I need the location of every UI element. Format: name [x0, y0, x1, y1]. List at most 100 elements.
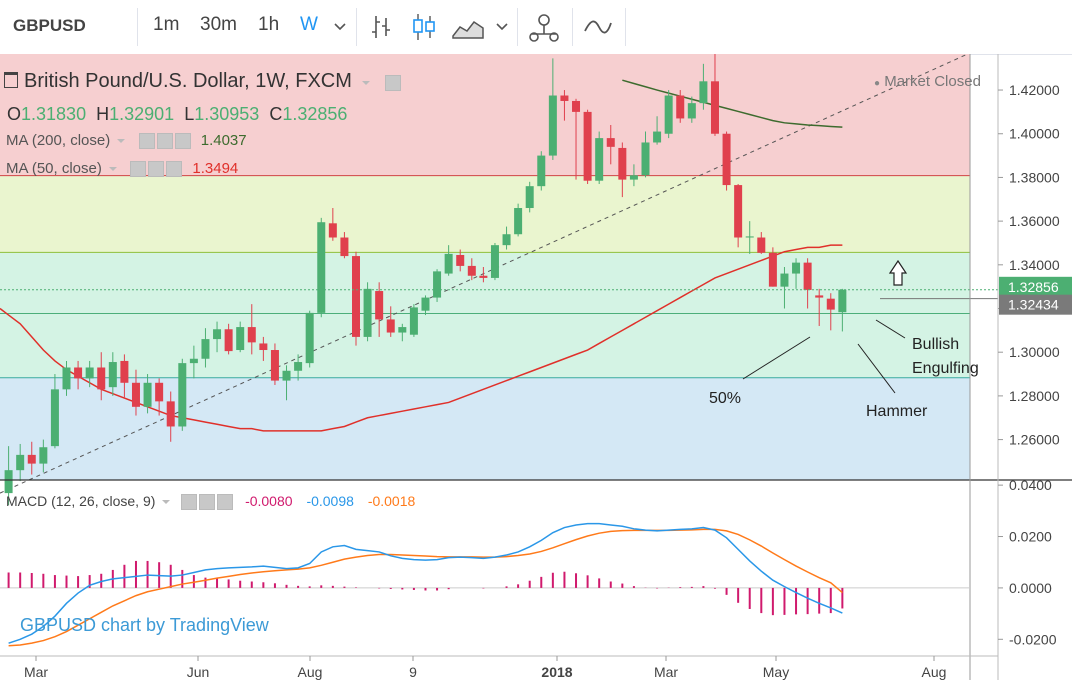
market-status: ● Market Closed: [874, 73, 981, 90]
candle-body: [653, 131, 662, 143]
price-axis[interactable]: 1.260001.280001.300001.320001.340001.360…: [998, 82, 1060, 448]
candle-body: [166, 401, 175, 427]
candle-body: [213, 329, 222, 340]
price-tick-label: 1.42000: [1009, 82, 1060, 98]
candle-body: [39, 447, 48, 464]
signal-line-value: -0.0018: [367, 493, 416, 509]
candle-body: [595, 138, 604, 181]
candle-body: [722, 133, 731, 186]
chevron-down-icon[interactable]: [360, 77, 372, 89]
collapse-icon[interactable]: [4, 72, 18, 88]
candle-body: [548, 95, 557, 156]
candle-body: [479, 275, 488, 278]
candle-body: [398, 327, 407, 333]
candle-body: [340, 237, 349, 257]
macd-axis[interactable]: 0.0400 0.0200 0.0000 -0.0200: [998, 477, 1057, 647]
low-value: 1.30953: [194, 104, 260, 124]
fifty-percent-label: 50%: [709, 390, 741, 407]
candle-body: [490, 245, 499, 278]
chevron-down-icon[interactable]: [108, 164, 118, 174]
candle-body: [838, 289, 847, 313]
candle-body: [710, 81, 719, 134]
interval-w-button[interactable]: W: [300, 14, 318, 35]
interval-1h-button[interactable]: 1h: [258, 14, 280, 35]
candle-body: [687, 103, 696, 119]
candle-body: [363, 288, 372, 337]
eye-icon[interactable]: [384, 74, 401, 91]
chevron-down-icon[interactable]: [161, 497, 171, 507]
candle-body: [4, 470, 13, 494]
macd-legend[interactable]: MACD (12, 26, close, 9) -0.0080 -0.0098 …: [6, 493, 416, 511]
ma200-value: 1.4037: [200, 132, 247, 149]
candle-body: [525, 186, 534, 209]
gear-icon[interactable]: [199, 494, 216, 511]
chevron-down-icon[interactable]: [116, 136, 126, 146]
time-axis[interactable]: Mar Jun Aug 9 2018 Mar May Aug: [24, 656, 947, 680]
candle-body: [352, 256, 360, 337]
macd-tick-label: 0.0400: [1009, 477, 1052, 493]
ma200-label: MA (200, close): [6, 132, 111, 149]
chevron-down-icon[interactable]: [495, 20, 509, 34]
gear-icon[interactable]: [156, 133, 173, 150]
candle-body: [629, 175, 638, 180]
price-tags: 1.32856 1.32434: [999, 276, 1072, 315]
close-icon[interactable]: [217, 494, 234, 511]
ma50-legend[interactable]: MA (50, close) 1.3494: [6, 160, 238, 178]
price-tick-label: 1.30000: [1009, 344, 1060, 360]
close-icon[interactable]: [174, 133, 191, 150]
time-tick-label: Aug: [298, 664, 323, 680]
area-chart-style-icon[interactable]: [451, 14, 485, 40]
symbol-search-button[interactable]: GBPUSD: [13, 16, 86, 35]
eye-icon[interactable]: [181, 494, 198, 511]
time-tick-label: Jun: [187, 664, 210, 680]
candle-body: [456, 254, 465, 266]
candle-body: [826, 298, 835, 310]
interval-1m-button[interactable]: 1m: [153, 14, 180, 35]
candle-body: [745, 236, 754, 238]
fib-zone: [0, 54, 970, 176]
time-tick-label: Aug: [922, 664, 947, 680]
candle-body: [433, 271, 442, 298]
candle-body: [282, 370, 291, 381]
interval-30m-button[interactable]: 30m: [200, 14, 237, 35]
close-icon[interactable]: [166, 161, 183, 178]
eye-icon[interactable]: [130, 161, 147, 178]
compare-icon[interactable]: [583, 17, 613, 37]
toolbar-divider: [137, 8, 138, 46]
trend-line[interactable]: [0, 54, 970, 494]
candle-body: [386, 319, 395, 333]
price-tick-label: 1.34000: [1009, 257, 1060, 273]
macd-tick-label: -0.0200: [1009, 631, 1057, 647]
tradingview-watermark[interactable]: GBPUSD chart by TradingView: [20, 615, 269, 635]
candle-body: [618, 147, 627, 180]
candle-body: [155, 382, 164, 402]
candle-body: [236, 327, 245, 351]
candle-body: [572, 100, 581, 112]
candle-body: [50, 389, 59, 447]
candle-body: [201, 339, 210, 359]
ma200-legend[interactable]: MA (200, close) 1.4037: [6, 132, 247, 150]
eye-icon[interactable]: [138, 133, 155, 150]
up-arrow-icon[interactable]: [888, 259, 908, 286]
price-chart[interactable]: 50% Hammer Bullish Engulfing 1.26000 1.28…: [0, 54, 1072, 685]
bullish-pointer-line: [875, 319, 906, 339]
gear-icon[interactable]: [148, 161, 165, 178]
candles-chart-style-icon[interactable]: [411, 12, 437, 42]
high-value: 1.32901: [109, 104, 175, 124]
candle-body: [641, 142, 650, 176]
macd-tick-label: 0.0200: [1009, 529, 1052, 545]
candle-body: [502, 234, 511, 246]
fibonacci-zones: [0, 54, 970, 480]
time-tick-label: Mar: [24, 664, 48, 680]
candle-body: [792, 262, 801, 274]
open-value: 1.31830: [21, 104, 87, 124]
bar-chart-style-icon[interactable]: [369, 14, 395, 40]
indicators-icon[interactable]: [527, 12, 561, 42]
fib-zone: [0, 175, 970, 253]
candle-body: [189, 358, 198, 364]
candle-body: [108, 362, 117, 388]
time-tick-label: Mar: [654, 664, 678, 680]
chevron-down-icon[interactable]: [333, 20, 347, 34]
candle-body: [270, 350, 279, 381]
candle-body: [444, 253, 453, 274]
